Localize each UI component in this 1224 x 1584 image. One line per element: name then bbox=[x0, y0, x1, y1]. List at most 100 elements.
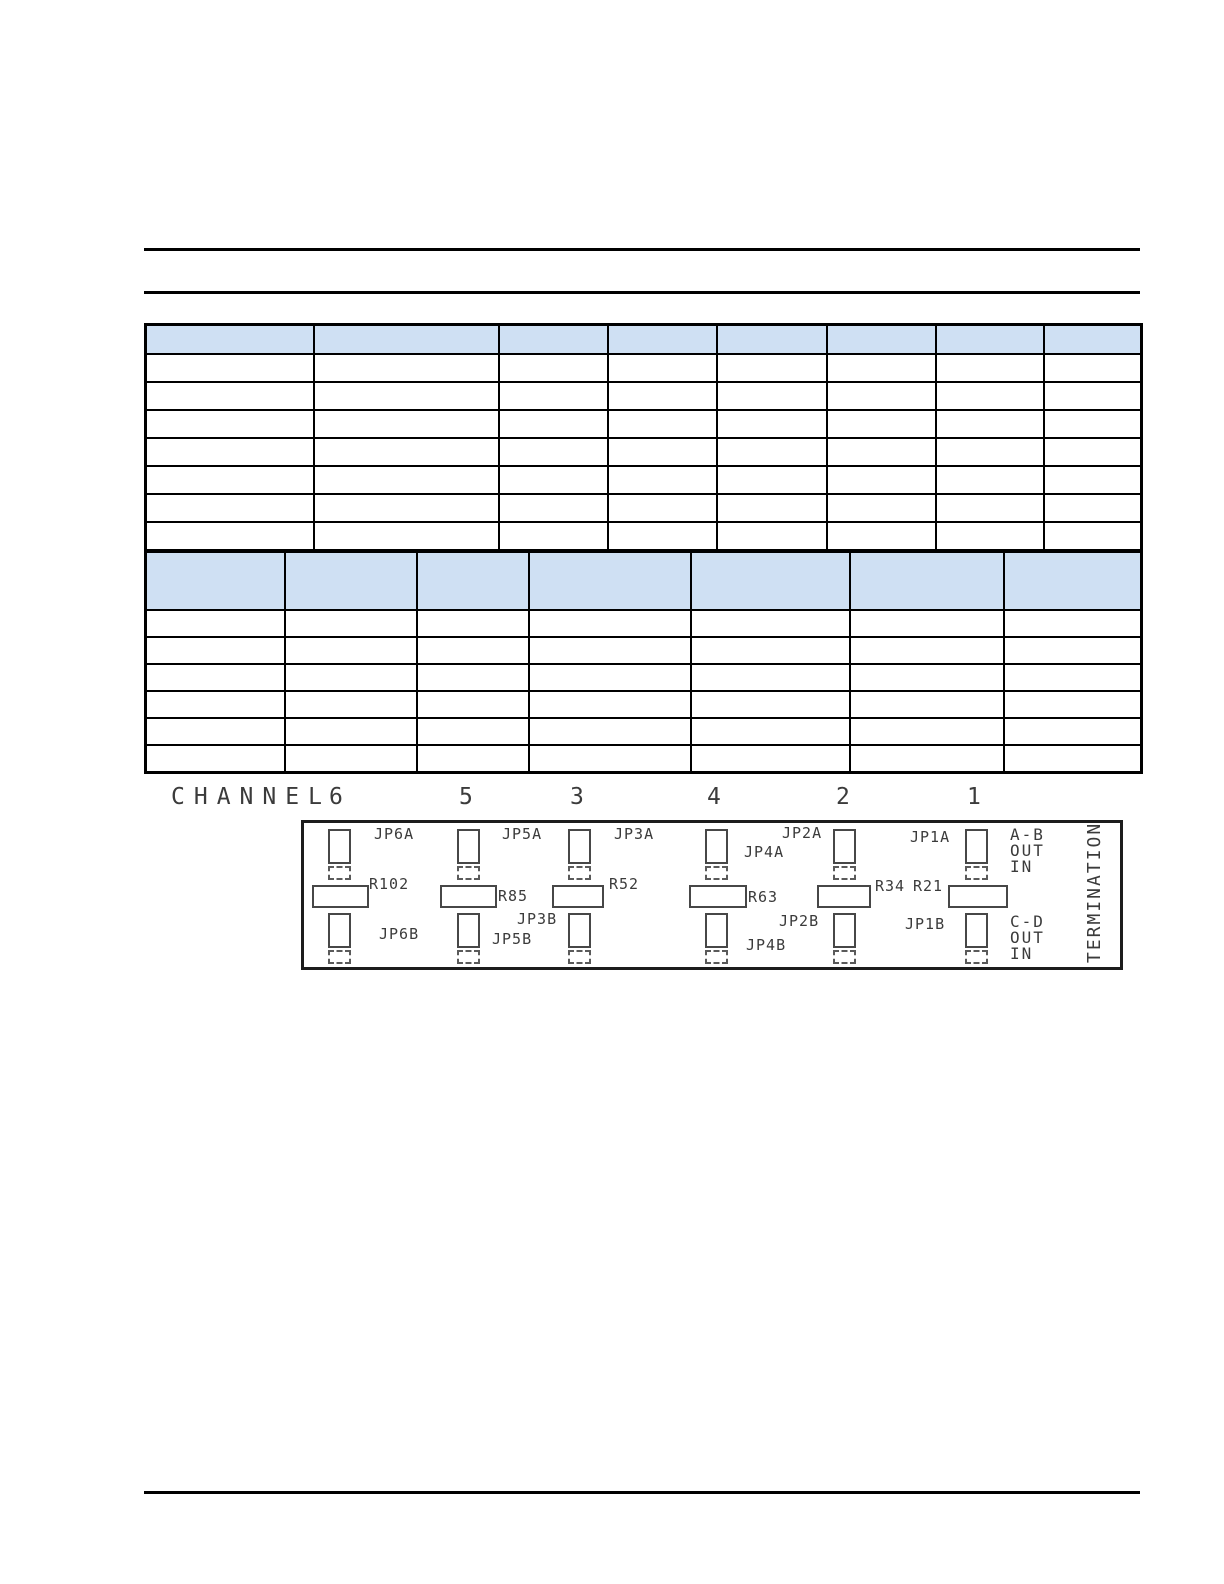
table-cell bbox=[415, 744, 530, 774]
channel-number-2: 2 bbox=[836, 784, 850, 810]
table-cell bbox=[144, 663, 286, 692]
table-cell bbox=[497, 353, 609, 383]
table-cell bbox=[606, 521, 718, 552]
table-header-cell bbox=[934, 323, 1045, 355]
table-header-cell bbox=[312, 323, 500, 355]
table-cell bbox=[848, 744, 1005, 774]
horizontal-rule bbox=[144, 291, 1140, 294]
channel-1-top-jumper-dashed bbox=[965, 866, 988, 880]
table-cell bbox=[283, 636, 418, 665]
table-cell bbox=[825, 437, 937, 467]
table-cell bbox=[715, 521, 828, 552]
table-header-cell bbox=[1002, 550, 1143, 611]
table-cell bbox=[415, 717, 530, 746]
table-cell bbox=[848, 636, 1005, 665]
channel-number-6: 6 bbox=[329, 784, 343, 810]
table-header-cell bbox=[283, 550, 418, 611]
channel-1-resistor-box bbox=[948, 885, 1008, 908]
table-cell bbox=[825, 409, 937, 439]
table-cell bbox=[527, 744, 692, 774]
channel-4-resistor-label: R63 bbox=[748, 888, 779, 906]
channel-number-5: 5 bbox=[459, 784, 473, 810]
table-cell bbox=[934, 465, 1045, 495]
table-header-cell bbox=[144, 323, 315, 355]
table-cell bbox=[144, 409, 315, 439]
table-cell bbox=[527, 663, 692, 692]
channel-3-bottom-jumper-dashed bbox=[568, 950, 591, 964]
table-header-cell bbox=[606, 323, 718, 355]
table-cell bbox=[144, 636, 286, 665]
table-header-cell bbox=[1042, 323, 1143, 355]
table-row bbox=[144, 493, 1143, 523]
table-cell bbox=[848, 663, 1005, 692]
table-cell bbox=[283, 663, 418, 692]
table-cell bbox=[312, 409, 500, 439]
table-cell bbox=[144, 465, 315, 495]
table-cell bbox=[144, 717, 286, 746]
table-cell bbox=[312, 521, 500, 552]
table-header-cell bbox=[825, 323, 937, 355]
channel-6-bottom-jumper-dashed bbox=[328, 950, 351, 964]
table-cell bbox=[415, 690, 530, 719]
table-cell bbox=[527, 636, 692, 665]
table-cell bbox=[497, 437, 609, 467]
table-cell bbox=[415, 663, 530, 692]
table-row bbox=[144, 521, 1143, 552]
table-cell bbox=[312, 465, 500, 495]
channel-6-bottom-jumper-box bbox=[328, 913, 351, 948]
channel-3-bottom-jumper-label: JP3B bbox=[517, 910, 558, 928]
table-cell bbox=[312, 493, 500, 523]
channel-2-top-jumper-label: JP2A bbox=[782, 824, 823, 842]
table-cell bbox=[689, 690, 851, 719]
channel-number-1: 1 bbox=[967, 784, 981, 810]
table-cell bbox=[144, 690, 286, 719]
table-cell bbox=[715, 493, 828, 523]
table-cell bbox=[1042, 381, 1143, 411]
table-cell bbox=[144, 744, 286, 774]
table-cell bbox=[715, 353, 828, 383]
channel-1-bottom-jumper-dashed bbox=[965, 950, 988, 964]
table-cell bbox=[527, 690, 692, 719]
table-header-cell bbox=[715, 323, 828, 355]
table-cell bbox=[825, 381, 937, 411]
horizontal-rule bbox=[144, 1491, 1140, 1494]
table-cell bbox=[934, 353, 1045, 383]
table-cell bbox=[144, 521, 315, 552]
channel-3-top-jumper-dashed bbox=[568, 866, 591, 880]
table-cell bbox=[415, 609, 530, 638]
table-cell bbox=[1042, 353, 1143, 383]
table-cell bbox=[497, 381, 609, 411]
table-cell bbox=[527, 609, 692, 638]
channel-2-bottom-jumper-dashed bbox=[833, 950, 856, 964]
table-cell bbox=[144, 437, 315, 467]
channel-4-bottom-jumper-box bbox=[705, 913, 728, 948]
channel-1-bottom-jumper-box bbox=[965, 913, 988, 948]
table-cell bbox=[415, 636, 530, 665]
table-cell bbox=[825, 353, 937, 383]
channel-1-bottom-jumper-label: JP1B bbox=[905, 915, 946, 933]
table-header-cell bbox=[848, 550, 1005, 611]
table-cell bbox=[689, 636, 851, 665]
channel-6-top-jumper-label: JP6A bbox=[374, 825, 415, 843]
termination-vertical-label: TERMINATION bbox=[1084, 821, 1105, 963]
table-row bbox=[144, 663, 1143, 692]
table-cell bbox=[497, 493, 609, 523]
table-cell bbox=[606, 465, 718, 495]
table-cell bbox=[497, 465, 609, 495]
channel-6-top-jumper-box bbox=[328, 829, 351, 864]
channel-6-bottom-jumper-label: JP6B bbox=[379, 925, 420, 943]
table-cell bbox=[144, 493, 315, 523]
channel-4-resistor-box bbox=[689, 885, 747, 908]
table-cell bbox=[606, 381, 718, 411]
table-header-cell bbox=[689, 550, 851, 611]
table-row bbox=[144, 465, 1143, 495]
table-cell bbox=[1002, 663, 1143, 692]
table-cell bbox=[848, 609, 1005, 638]
channel-4-top-jumper-label: JP4A bbox=[744, 843, 785, 861]
channel-2-bottom-jumper-label: JP2B bbox=[779, 912, 820, 930]
table-cell bbox=[934, 437, 1045, 467]
channel-6-resistor-label: R102 bbox=[369, 875, 410, 893]
table-cell bbox=[934, 493, 1045, 523]
channel-2-bottom-jumper-box bbox=[833, 913, 856, 948]
